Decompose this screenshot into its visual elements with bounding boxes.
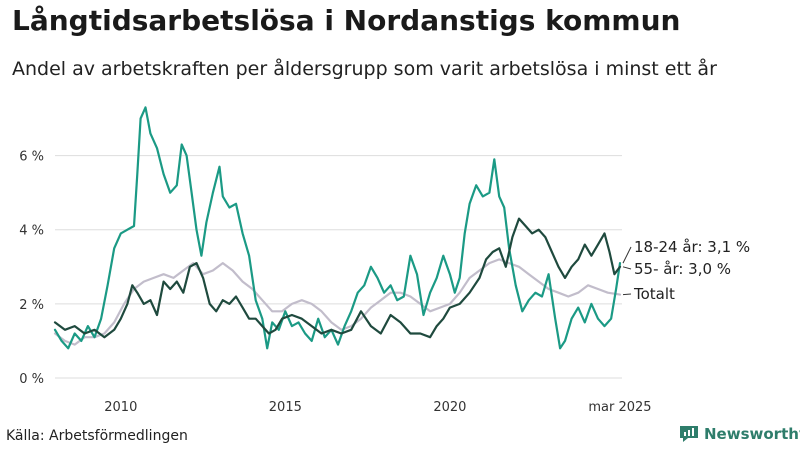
series-lines [53, 106, 622, 350]
y-tick-label: 2 % [19, 298, 44, 313]
series-line-old [53, 217, 622, 339]
source-note: Källa: Arbetsförmedlingen [6, 428, 188, 444]
y-axis: 0 % 2 % 4 % 6 % [19, 150, 44, 387]
series-label-total: Totalt [633, 285, 675, 303]
leader-line-total [622, 293, 632, 296]
page-title: Långtidsarbetslösa i Nordanstigs kommun [12, 4, 681, 37]
x-tick-label: 2015 [269, 400, 302, 415]
y-tick-label: 4 % [19, 224, 44, 239]
leader-line-old [622, 266, 632, 270]
y-tick-label: 6 % [19, 150, 44, 165]
brand-name: Newsworthy [704, 425, 800, 443]
x-tick-label: 2010 [104, 400, 137, 415]
x-tick-label: 2020 [433, 400, 466, 415]
brand-logo: Newsworthy [679, 425, 800, 443]
series-line-total [53, 258, 622, 346]
series-labels: Totalt 18-24 år: 3,1 % 55- år: 3,0 % [622, 238, 750, 303]
page-subtitle: Andel av arbetskraften per åldersgrupp s… [12, 58, 717, 80]
series-label-old: 55- år: 3,0 % [634, 260, 731, 278]
series-line-young [53, 106, 622, 350]
leader-line-young [622, 246, 632, 264]
newsworthy-logo-icon [680, 426, 698, 442]
y-tick-label: 0 % [19, 372, 44, 387]
x-tick-label: mar 2025 [588, 400, 651, 415]
x-axis: 2010 2015 2020 mar 2025 [104, 400, 651, 415]
series-label-young: 18-24 år: 3,1 % [634, 238, 750, 256]
